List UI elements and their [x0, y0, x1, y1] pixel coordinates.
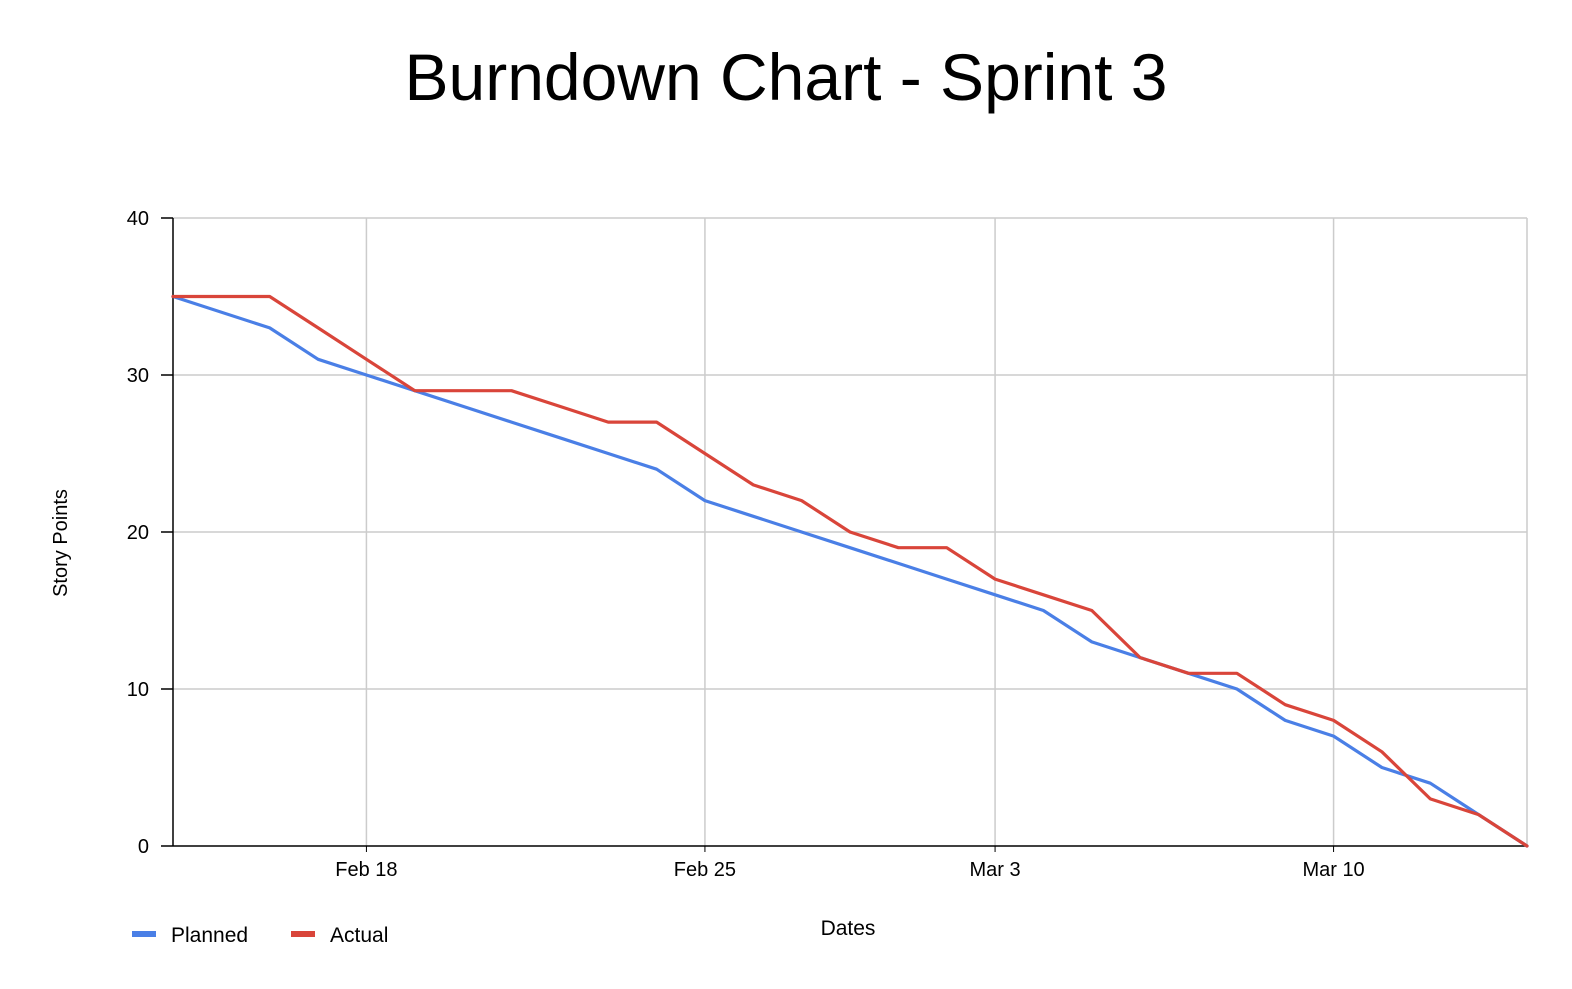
- x-tick-label-mar-10: Mar 10: [1302, 859, 1364, 881]
- legend-label-planned: Planned: [171, 924, 248, 947]
- y-tick-label-0: 0: [138, 836, 149, 858]
- x-tick-label-feb-25: Feb 25: [674, 859, 736, 881]
- legend-swatch-actual: [291, 931, 315, 937]
- y-tick-label-20: 20: [127, 522, 149, 544]
- series-line-actual: [171, 294, 1529, 848]
- x-tick-label-feb-18: Feb 18: [335, 859, 397, 881]
- x-axis-label: Dates: [821, 917, 876, 940]
- y-axis-label: Story Points: [50, 489, 72, 597]
- axes: 0 10 20 30 40 Feb 18 Feb 25 Mar 3 Mar 10: [127, 208, 1527, 881]
- legend: Planned Actual: [132, 924, 388, 947]
- legend-swatch-planned: [132, 931, 156, 937]
- series-line-planned: [171, 294, 1529, 848]
- y-tick-label-30: 30: [127, 365, 149, 387]
- y-tick-label-40: 40: [127, 208, 149, 230]
- y-tick-label-10: 10: [127, 679, 149, 701]
- chart-title: Burndown Chart - Sprint 3: [404, 40, 1167, 114]
- gridlines: [173, 217, 1528, 846]
- legend-label-actual: Actual: [330, 924, 388, 947]
- series-lines: [171, 294, 1529, 848]
- x-tick-label-mar-3: Mar 3: [970, 859, 1021, 881]
